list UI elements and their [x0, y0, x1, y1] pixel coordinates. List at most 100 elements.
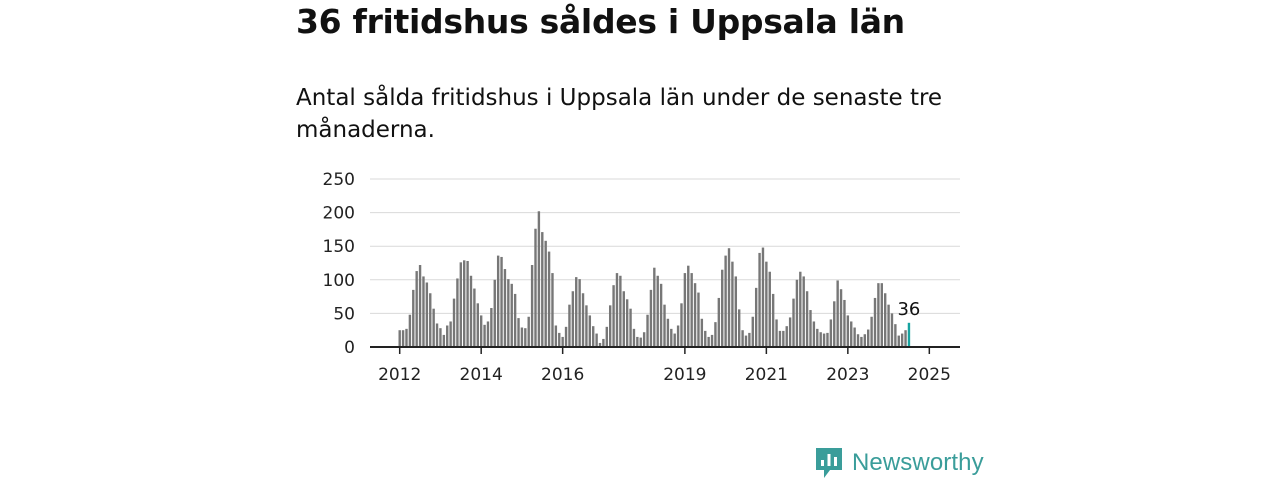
bar	[816, 328, 819, 347]
bar	[490, 308, 493, 347]
bar	[401, 330, 405, 347]
bar	[622, 291, 625, 347]
bar	[612, 285, 615, 347]
bar	[717, 297, 721, 347]
bar	[700, 318, 704, 347]
y-tick-label: 200	[323, 204, 355, 224]
sales-bar-chart: 0 50 100 150 200 250 2012 2014 2016 2019 2021 2023…	[323, 170, 960, 385]
bar	[843, 299, 846, 347]
bar	[877, 283, 880, 347]
bar	[690, 273, 693, 347]
bar	[435, 323, 439, 347]
bar	[670, 328, 673, 347]
bar	[748, 332, 751, 347]
bar	[738, 309, 741, 347]
bar	[442, 334, 446, 347]
bar	[727, 248, 731, 347]
bar	[642, 332, 646, 347]
bar	[768, 271, 771, 347]
x-tick-label: 2014	[460, 365, 503, 385]
bar	[659, 283, 663, 347]
bar	[598, 342, 602, 347]
bar	[687, 265, 690, 347]
bar	[473, 288, 476, 347]
bar	[710, 334, 714, 347]
bar	[765, 261, 768, 347]
bar	[839, 289, 843, 347]
bar	[809, 310, 812, 347]
bar	[683, 273, 687, 347]
bar	[493, 279, 496, 347]
bar	[792, 298, 795, 347]
brand-logo: Newsworthy	[814, 446, 984, 480]
y-tick-label: 250	[323, 170, 355, 190]
bar	[561, 336, 564, 347]
bar	[775, 319, 778, 347]
bar	[758, 252, 761, 347]
x-tick-label: 2012	[378, 365, 421, 385]
bar	[721, 269, 724, 347]
x-axis: 2012 2014 2016 2019 2021 2023 2025	[370, 346, 960, 385]
bar	[496, 255, 500, 347]
bar	[615, 273, 619, 347]
bar	[558, 332, 561, 347]
y-tick-label: 50	[333, 304, 355, 324]
bar	[802, 276, 805, 347]
bar	[850, 321, 853, 347]
bar	[863, 334, 867, 347]
bar	[571, 291, 575, 347]
bar	[449, 321, 452, 347]
bar-chart-badge-icon	[816, 448, 842, 478]
y-tick-label: 150	[323, 237, 355, 257]
bar	[608, 305, 612, 347]
bar	[527, 316, 530, 347]
bar	[547, 251, 551, 347]
bar	[408, 314, 412, 347]
bar	[867, 329, 870, 347]
bar	[439, 328, 442, 347]
data-labels: 36	[897, 299, 920, 320]
bar	[805, 291, 809, 347]
bar	[846, 315, 850, 347]
bar	[894, 324, 897, 347]
bar	[513, 293, 517, 347]
bar	[819, 332, 822, 347]
bar	[873, 297, 877, 347]
bar	[782, 330, 785, 347]
bar	[883, 293, 887, 347]
bar	[697, 292, 700, 347]
y-tick-label: 100	[323, 271, 355, 291]
bar	[761, 247, 765, 347]
bar	[904, 330, 907, 347]
bar	[422, 276, 425, 347]
bar	[751, 316, 754, 347]
bar	[415, 271, 418, 347]
bar	[771, 293, 775, 347]
bar	[534, 228, 537, 347]
bar	[653, 267, 656, 347]
bar	[778, 330, 782, 347]
bar	[459, 262, 463, 347]
bar	[432, 308, 435, 347]
bar	[646, 314, 649, 347]
bar	[833, 301, 836, 347]
bar	[900, 333, 904, 347]
bar	[663, 304, 666, 347]
brand-name: Newsworthy	[852, 449, 984, 476]
highlight-bar	[907, 322, 911, 347]
bar	[639, 337, 642, 347]
bar	[724, 255, 727, 347]
bar	[585, 305, 588, 347]
bar	[578, 279, 581, 347]
bar	[524, 328, 527, 347]
bar	[503, 269, 507, 347]
bar	[625, 299, 629, 347]
bar	[666, 318, 670, 347]
bar	[412, 289, 415, 347]
bar	[731, 261, 734, 347]
bar	[602, 338, 605, 347]
bar	[507, 279, 510, 347]
bar	[754, 287, 758, 347]
bar	[517, 318, 520, 347]
bar	[676, 325, 680, 347]
